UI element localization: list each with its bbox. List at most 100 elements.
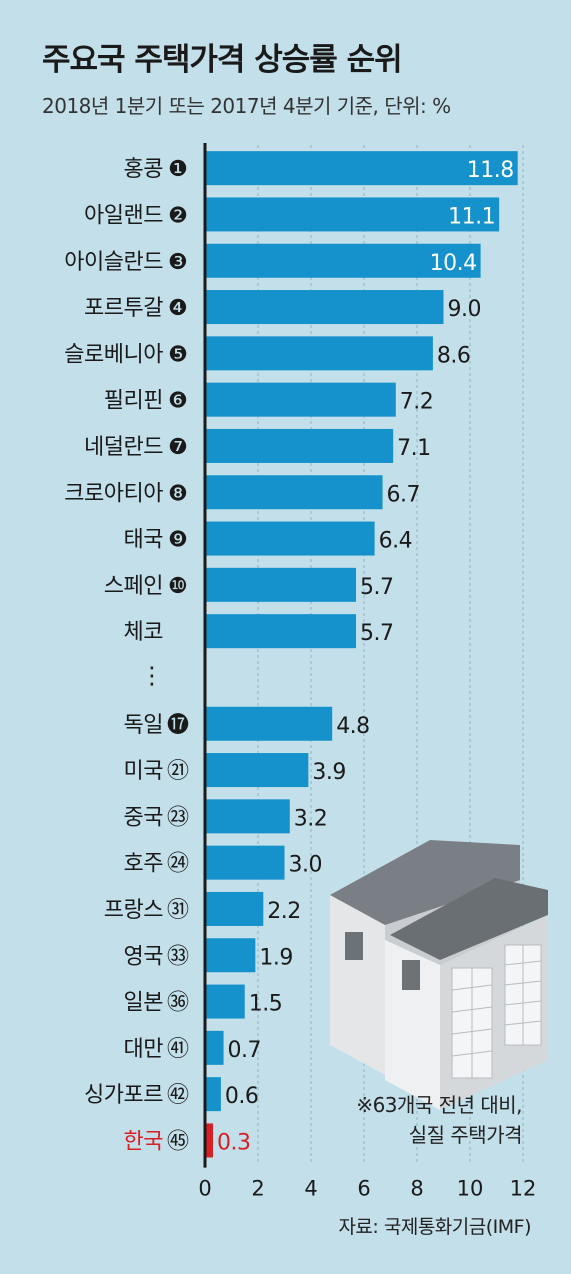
bars: 홍콩 ❶ 11.8 아일랜드 ❷ 11.1 아이슬란드 ❸ 10.4 포르투갈 ❹ 9.0 슬로베니아 ❺…	[64, 151, 518, 1158]
data-label: 0.7	[228, 1038, 261, 1063]
bar	[205, 984, 245, 1019]
x-tick-label: 8	[410, 1177, 423, 1201]
data-label: 5.7	[360, 621, 394, 646]
data-label: 5.7	[360, 575, 394, 600]
category-label: 아일랜드	[84, 203, 163, 228]
category-label: 대만	[124, 1037, 164, 1062]
note-line-2: 실질 주택가격	[408, 1123, 523, 1147]
bar	[205, 475, 383, 510]
category-label: 포르투갈	[84, 296, 163, 321]
category-label: 슬로베니아	[64, 342, 163, 367]
category-label: 체코	[124, 620, 164, 645]
bar	[205, 753, 309, 788]
rank-badge: ❿	[168, 574, 188, 599]
data-label: 11.1	[448, 204, 495, 229]
rank-badge: ㉛	[167, 898, 189, 923]
data-label: 0.6	[225, 1084, 259, 1109]
data-label: 1.5	[249, 992, 283, 1017]
category-label: 호주	[124, 852, 164, 877]
bar	[205, 845, 285, 880]
rank-badge: ⓱	[167, 713, 189, 738]
chart-note: ※63개국 전년 대비, 실질 주택가격	[322, 1090, 522, 1150]
bar	[205, 1123, 213, 1158]
bar	[205, 151, 518, 186]
rank-badge: ❺	[168, 342, 188, 367]
data-label: 11.8	[467, 158, 514, 183]
source-credit: 자료: 국제통화기금(IMF)	[338, 1216, 531, 1238]
rank-badge: ㉑	[167, 759, 189, 784]
bar	[205, 521, 375, 556]
rank-badge: ㉔	[167, 852, 189, 877]
bar	[205, 938, 256, 973]
category-label: 태국	[124, 528, 164, 553]
rank-badge: ❼	[168, 435, 188, 460]
category-label: 프랑스	[104, 898, 163, 923]
rank-badge: ❸	[168, 250, 188, 275]
bar	[205, 799, 290, 834]
bar	[205, 706, 333, 741]
bar	[205, 197, 500, 232]
x-tick-label: 0	[198, 1177, 211, 1201]
x-tick-label: 2	[251, 1177, 264, 1201]
rank-badge: ㉝	[167, 944, 189, 969]
category-label: 스페인	[104, 574, 163, 599]
category-label: 네덜란드	[84, 435, 163, 460]
data-label: 7.2	[400, 390, 434, 415]
chart-title: 주요국 주택가격 상승률 순위	[42, 42, 403, 78]
bar	[205, 614, 357, 649]
rank-badge: ❽	[168, 481, 188, 506]
bar	[205, 1077, 221, 1112]
category-label: 홍콩	[124, 157, 164, 182]
data-label: 1.9	[259, 945, 293, 970]
data-label: 7.1	[397, 436, 431, 461]
bar	[205, 891, 264, 926]
chart-subtitle: 2018년 1분기 또는 2017년 4분기 기준, 단위: %	[42, 94, 451, 118]
note-line-1: ※63개국 전년 대비,	[356, 1093, 522, 1117]
data-label: 6.4	[379, 529, 413, 554]
rank-badge: ㊱	[167, 991, 189, 1016]
data-label: 10.4	[430, 251, 477, 276]
x-tick-label: 10	[457, 1177, 484, 1201]
category-label: 독일	[124, 713, 163, 738]
rank-badge: ㊶	[167, 1037, 189, 1062]
rank-badge: ❶	[168, 157, 188, 182]
rank-badge: ❷	[168, 203, 188, 228]
bar	[205, 290, 444, 325]
category-label: 중국	[124, 805, 164, 830]
category-label: 미국	[124, 759, 164, 784]
bar	[205, 428, 394, 463]
houses-illustration	[330, 840, 548, 1110]
rank-badge: ❻	[168, 389, 188, 414]
data-label: 0.3	[217, 1130, 251, 1155]
category-label: 크로아티아	[64, 481, 163, 506]
category-label: 싱가포르	[84, 1083, 163, 1108]
category-label: 영국	[124, 944, 164, 969]
ellipsis-label: ⋮	[140, 661, 164, 689]
data-label: 3.2	[294, 806, 328, 831]
data-label: 3.0	[289, 853, 323, 878]
category-label: 아이슬란드	[64, 250, 163, 275]
rank-badge: ㉓	[167, 805, 189, 830]
data-label: 2.2	[267, 899, 301, 924]
data-label: 9.0	[448, 297, 482, 322]
category-label: 한국	[124, 1129, 164, 1154]
rank-badge: ㊺	[167, 1129, 189, 1154]
bar	[205, 243, 481, 278]
x-tick-label: 4	[304, 1177, 317, 1201]
bar	[205, 336, 433, 371]
rank-badge: ❹	[168, 296, 188, 321]
rank-badge: ㊷	[167, 1083, 189, 1108]
x-tick-label: 6	[357, 1177, 370, 1201]
x-tick-label: 12	[510, 1177, 537, 1201]
x-tick-labels: 0 2 4 6 8 10 12	[198, 1177, 536, 1201]
data-label: 8.6	[437, 343, 471, 368]
data-label: 4.8	[336, 714, 370, 739]
bar	[205, 382, 396, 417]
category-label: 일본	[124, 991, 164, 1016]
category-label: 필리핀	[104, 389, 163, 414]
data-label: 6.7	[387, 482, 421, 507]
rank-badge: ❾	[168, 528, 188, 553]
bar	[205, 567, 357, 602]
data-label: 3.9	[312, 760, 346, 785]
